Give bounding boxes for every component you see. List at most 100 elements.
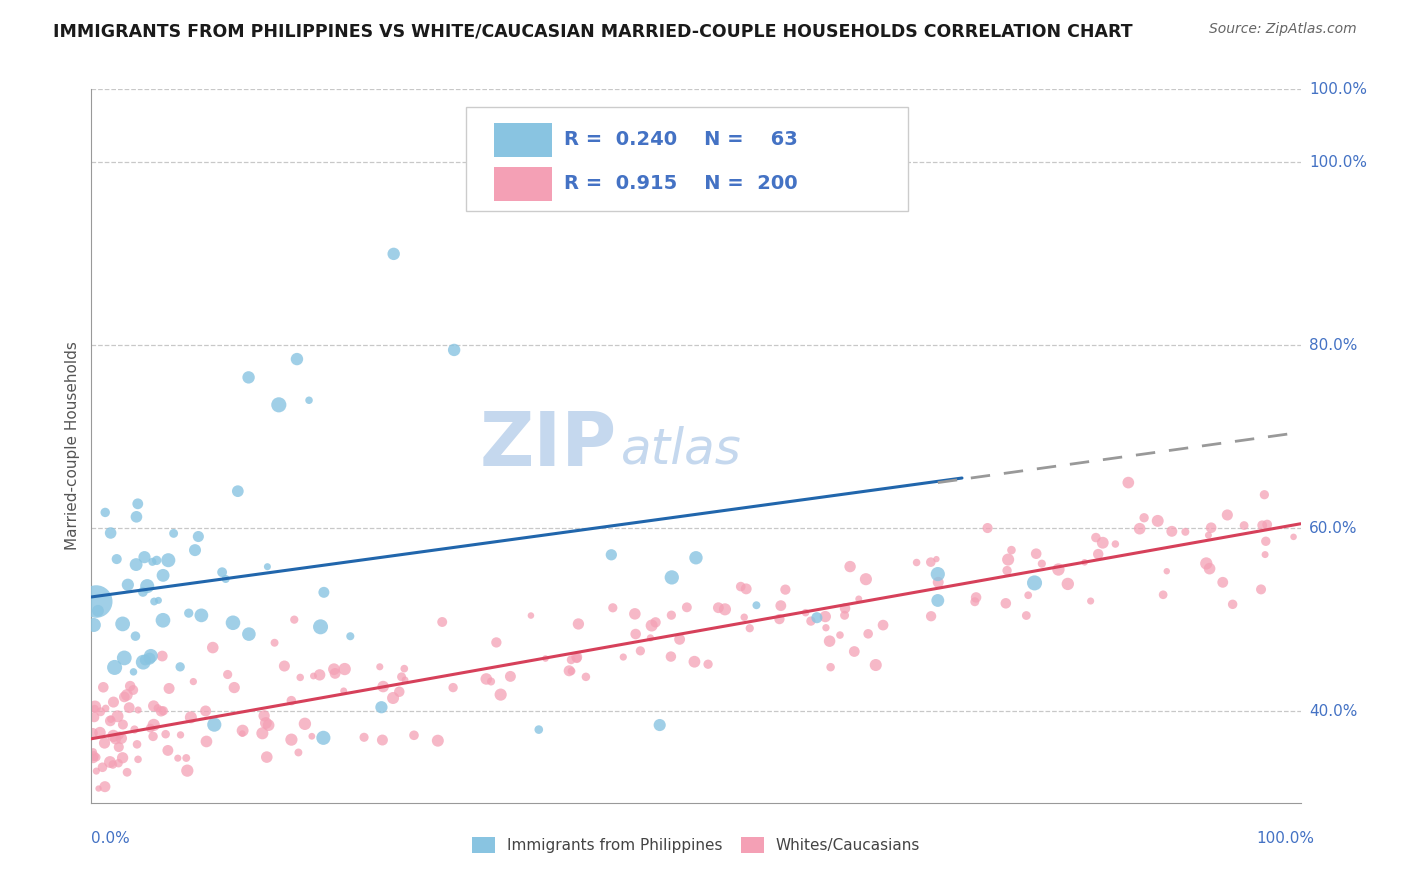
Point <box>733 610 755 624</box>
Point <box>1251 518 1274 533</box>
Point <box>640 631 662 645</box>
Point <box>475 672 498 686</box>
Point <box>640 618 662 632</box>
Point <box>152 704 174 718</box>
Point <box>122 665 145 679</box>
Point <box>1250 582 1272 597</box>
Point <box>98 714 121 728</box>
Point <box>1156 564 1178 578</box>
Point <box>697 657 720 672</box>
Point <box>298 393 321 408</box>
Point <box>111 751 134 765</box>
Point <box>1118 475 1140 490</box>
Point <box>339 629 361 643</box>
Point <box>661 570 683 584</box>
Point <box>301 729 323 743</box>
Point <box>373 680 395 694</box>
Point <box>1197 528 1219 542</box>
Point <box>600 548 623 562</box>
Point <box>94 505 117 519</box>
Point <box>1152 588 1174 602</box>
Text: IMMIGRANTS FROM PHILIPPINES VS WHITE/CAUCASIAN MARRIED-COUPLE HOUSEHOLDS CORRELA: IMMIGRANTS FROM PHILIPPINES VS WHITE/CAU… <box>53 22 1133 40</box>
Point <box>122 683 145 698</box>
Point <box>1025 547 1047 561</box>
Point <box>183 674 205 689</box>
Point <box>132 655 155 669</box>
Point <box>267 398 290 412</box>
Point <box>353 731 375 745</box>
Point <box>107 756 129 771</box>
Text: 100.0%: 100.0% <box>1257 831 1315 846</box>
Point <box>108 729 131 743</box>
Point <box>252 726 274 740</box>
Point <box>82 751 104 765</box>
Point <box>187 529 209 543</box>
Point <box>141 555 163 569</box>
Point <box>1254 534 1277 549</box>
Point <box>100 712 122 726</box>
Y-axis label: Married-couple Households: Married-couple Households <box>65 342 80 550</box>
Point <box>1282 530 1305 544</box>
Point <box>83 702 105 716</box>
Point <box>152 613 174 627</box>
Point <box>561 664 583 678</box>
Point <box>927 575 949 590</box>
Point <box>1056 577 1078 591</box>
Point <box>527 723 550 737</box>
Point <box>994 596 1017 610</box>
Point <box>1253 488 1275 502</box>
Point <box>388 685 411 699</box>
Point <box>769 599 792 613</box>
Point <box>371 733 394 747</box>
Point <box>394 662 416 676</box>
Point <box>125 737 148 751</box>
Text: 60.0%: 60.0% <box>1309 521 1357 536</box>
Point <box>965 591 987 605</box>
Point <box>91 680 114 694</box>
Point <box>312 731 335 745</box>
Point <box>120 679 142 693</box>
Point <box>814 621 837 635</box>
Point <box>238 627 260 641</box>
Point <box>94 701 117 715</box>
Point <box>101 757 124 772</box>
Point <box>685 550 707 565</box>
Point <box>253 708 276 723</box>
Point <box>872 618 894 632</box>
Point <box>1087 547 1109 561</box>
Point <box>84 594 107 608</box>
Point <box>332 684 354 698</box>
Point <box>211 565 233 579</box>
Point <box>112 690 135 704</box>
Point <box>166 751 188 765</box>
Point <box>624 627 647 641</box>
Point <box>1222 597 1244 611</box>
Point <box>150 704 173 718</box>
Point <box>479 674 502 689</box>
Point <box>1199 521 1222 535</box>
Point <box>142 698 165 713</box>
Point <box>127 497 149 511</box>
Point <box>648 718 671 732</box>
Point <box>86 764 108 778</box>
Point <box>806 610 828 624</box>
Point <box>107 740 129 755</box>
Point <box>87 781 110 796</box>
Point <box>1256 517 1278 532</box>
Point <box>976 521 998 535</box>
Point <box>104 731 127 746</box>
Point <box>738 621 761 635</box>
Point <box>828 628 851 642</box>
Point <box>134 550 156 565</box>
Point <box>333 662 356 676</box>
Point <box>145 553 167 567</box>
Point <box>612 650 634 665</box>
Point <box>280 693 302 707</box>
Point <box>283 613 305 627</box>
Point <box>111 616 134 631</box>
Point <box>124 629 146 643</box>
Legend: Immigrants from Philippines, Whites/Caucasians: Immigrants from Philippines, Whites/Cauc… <box>465 831 927 859</box>
Point <box>602 600 624 615</box>
Point <box>112 651 135 665</box>
Point <box>202 717 225 731</box>
